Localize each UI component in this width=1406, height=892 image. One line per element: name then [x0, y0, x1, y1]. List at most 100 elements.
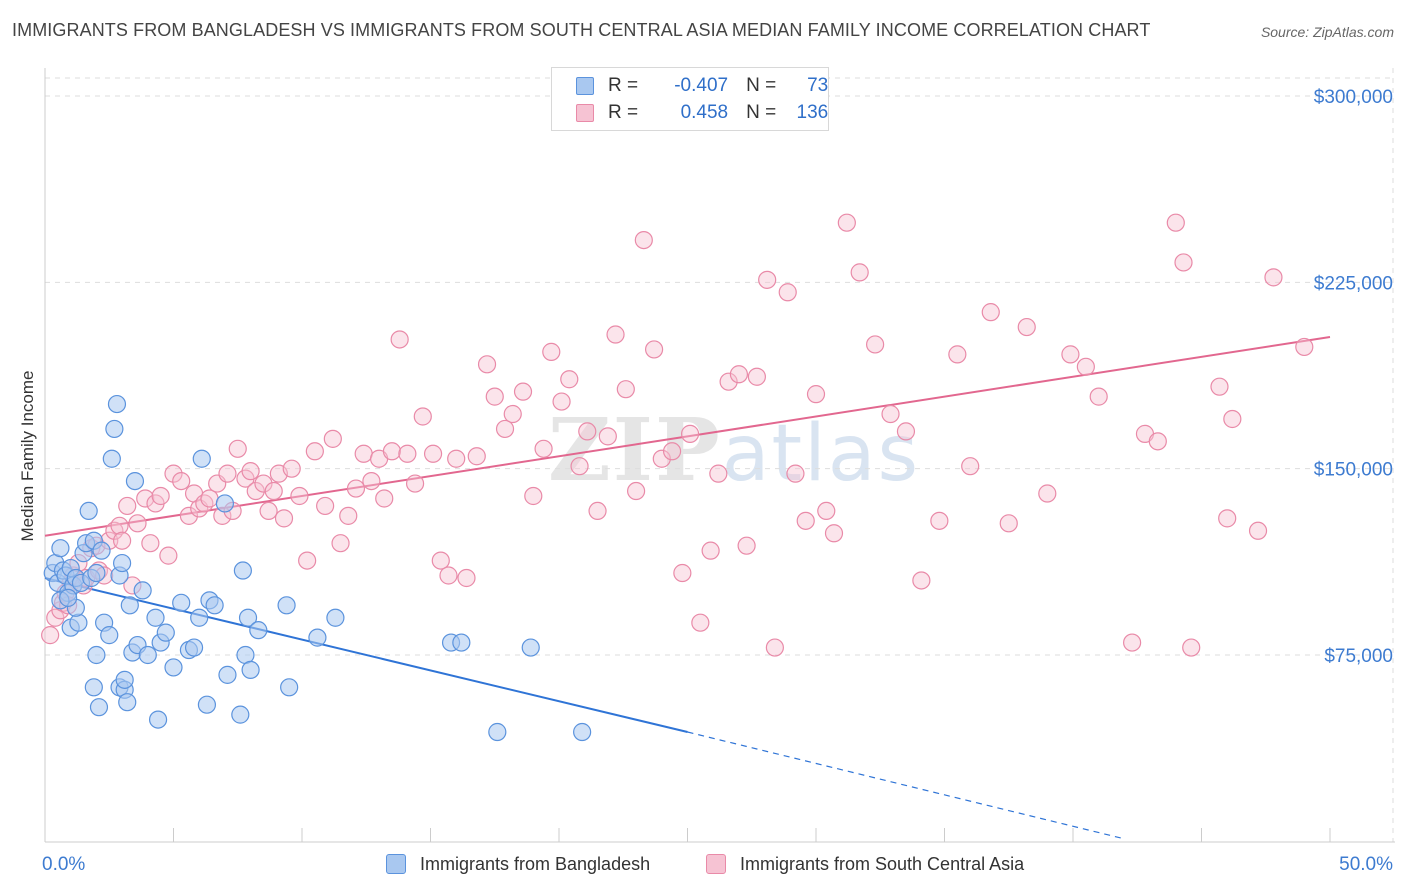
- data-point-bangladesh: [138, 645, 157, 665]
- data-point-bangladesh: [573, 722, 592, 742]
- data-point-bangladesh: [105, 419, 124, 439]
- data-point-bangladesh: [51, 539, 70, 558]
- data-point-south-central-asia: [164, 464, 183, 483]
- gridlines: [45, 68, 1395, 842]
- data-point-south-central-asia: [151, 486, 170, 506]
- data-point-south-central-asia: [228, 439, 247, 458]
- data-point-south-central-asia: [118, 496, 137, 516]
- data-point-bangladesh: [241, 660, 260, 680]
- data-point-south-central-asia: [1295, 337, 1314, 357]
- data-point-south-central-asia: [112, 531, 132, 550]
- data-point-south-central-asia: [477, 355, 497, 374]
- legend-n-value: 136: [796, 102, 829, 123]
- axis-labels: $75,000 $150,000 $225,000 $300,000 0.0% 50.0%…: [18, 87, 1393, 875]
- data-point-bangladesh: [277, 596, 296, 615]
- data-point-bangladesh: [172, 593, 191, 612]
- data-point-south-central-asia: [339, 506, 358, 525]
- data-point-south-central-asia: [930, 511, 949, 530]
- data-point-south-central-asia: [1089, 387, 1108, 406]
- legend-swatch-blue: [576, 77, 594, 95]
- data-point-south-central-asia: [485, 387, 504, 406]
- data-point-south-central-asia: [626, 481, 646, 501]
- watermark: ZIPatlas: [548, 400, 920, 501]
- legend-r-value: 0.458: [680, 102, 729, 123]
- data-point-south-central-asia: [447, 449, 466, 468]
- data-point-south-central-asia: [382, 442, 402, 461]
- bottom-legend-swatch-pink: [706, 854, 726, 874]
- data-point-bangladesh: [521, 638, 540, 657]
- data-point-south-central-asia: [362, 471, 381, 491]
- data-point-south-central-asia: [765, 638, 784, 657]
- data-point-south-central-asia: [837, 213, 856, 232]
- data-point-south-central-asia: [737, 536, 756, 555]
- bottom-legend-south-central-asia: Immigrants from South Central Asia: [706, 852, 1024, 876]
- data-point-south-central-asia: [298, 551, 317, 570]
- data-point-bangladesh: [59, 588, 78, 607]
- data-point-south-central-asia: [673, 563, 692, 583]
- data-point-south-central-asia: [264, 481, 283, 501]
- legend-swatch-pink: [576, 104, 594, 122]
- data-point-south-central-asia: [701, 541, 720, 560]
- trend-line-bangladesh: [44, 577, 688, 733]
- data-point-south-central-asia: [588, 501, 607, 521]
- data-point-bangladesh: [156, 623, 175, 642]
- data-point-south-central-asia: [241, 462, 260, 481]
- y-tick-label: $300,000: [1314, 87, 1393, 108]
- data-point-south-central-asia: [796, 511, 815, 530]
- data-point-south-central-asia: [495, 419, 515, 439]
- data-point-bangladesh: [107, 394, 127, 414]
- data-point-south-central-asia: [503, 404, 522, 424]
- data-point-south-central-asia: [598, 427, 617, 446]
- data-point-bangladesh: [231, 705, 250, 724]
- data-point-south-central-asia: [200, 489, 219, 508]
- legend-n-label: N =: [746, 75, 777, 96]
- data-point-south-central-asia: [896, 422, 916, 441]
- data-point-bangladesh: [112, 553, 132, 573]
- data-point-south-central-asia: [747, 367, 766, 386]
- data-point-south-central-asia: [1174, 253, 1193, 272]
- data-point-south-central-asia: [467, 447, 486, 466]
- data-point-south-central-asia: [999, 514, 1018, 533]
- data-point-bangladesh: [92, 541, 111, 560]
- data-point-bangladesh: [215, 494, 234, 513]
- data-point-south-central-asia: [709, 464, 728, 483]
- data-point-bangladesh: [79, 501, 98, 521]
- data-point-south-central-asia: [398, 444, 417, 463]
- data-point-south-central-asia: [254, 474, 273, 493]
- data-point-south-central-asia: [652, 449, 671, 468]
- data-point-south-central-asia: [912, 571, 931, 590]
- data-point-bangladesh: [102, 449, 121, 468]
- data-point-bangladesh: [488, 722, 507, 742]
- data-point-south-central-asia: [778, 283, 797, 302]
- legend-n-label: N =: [746, 102, 777, 123]
- data-point-south-central-asia: [1061, 345, 1080, 364]
- data-point-south-central-asia: [806, 385, 826, 404]
- data-point-south-central-asia: [881, 404, 900, 424]
- legend-r-label: R =: [608, 75, 639, 96]
- data-point-bangladesh: [120, 596, 139, 615]
- trend-line-bangladesh-extension: [687, 731, 1125, 840]
- data-point-bangladesh: [89, 698, 109, 717]
- data-point-bangladesh: [125, 471, 145, 491]
- data-point-bangladesh: [205, 596, 224, 615]
- data-point-south-central-asia: [346, 479, 366, 498]
- data-point-south-central-asia: [141, 534, 160, 553]
- data-point-south-central-asia: [786, 464, 805, 483]
- data-point-south-central-asia: [128, 514, 147, 533]
- data-point-south-central-asia: [439, 566, 458, 585]
- data-point-south-central-asia: [1076, 357, 1095, 376]
- y-tick-label: $75,000: [1324, 646, 1393, 667]
- data-point-south-central-asia: [405, 474, 425, 493]
- data-point-south-central-asia: [634, 230, 653, 250]
- data-point-south-central-asia: [552, 392, 571, 411]
- data-point-south-central-asia: [1182, 638, 1201, 657]
- data-point-south-central-asia: [259, 501, 278, 521]
- data-point-south-central-asia: [413, 407, 432, 426]
- data-point-south-central-asia: [817, 501, 836, 521]
- legend-r-label: R =: [608, 102, 639, 123]
- data-point-bangladesh: [118, 693, 137, 712]
- data-point-south-central-asia: [570, 457, 589, 476]
- data-point-south-central-asia: [758, 270, 777, 289]
- data-point-south-central-asia: [246, 481, 265, 501]
